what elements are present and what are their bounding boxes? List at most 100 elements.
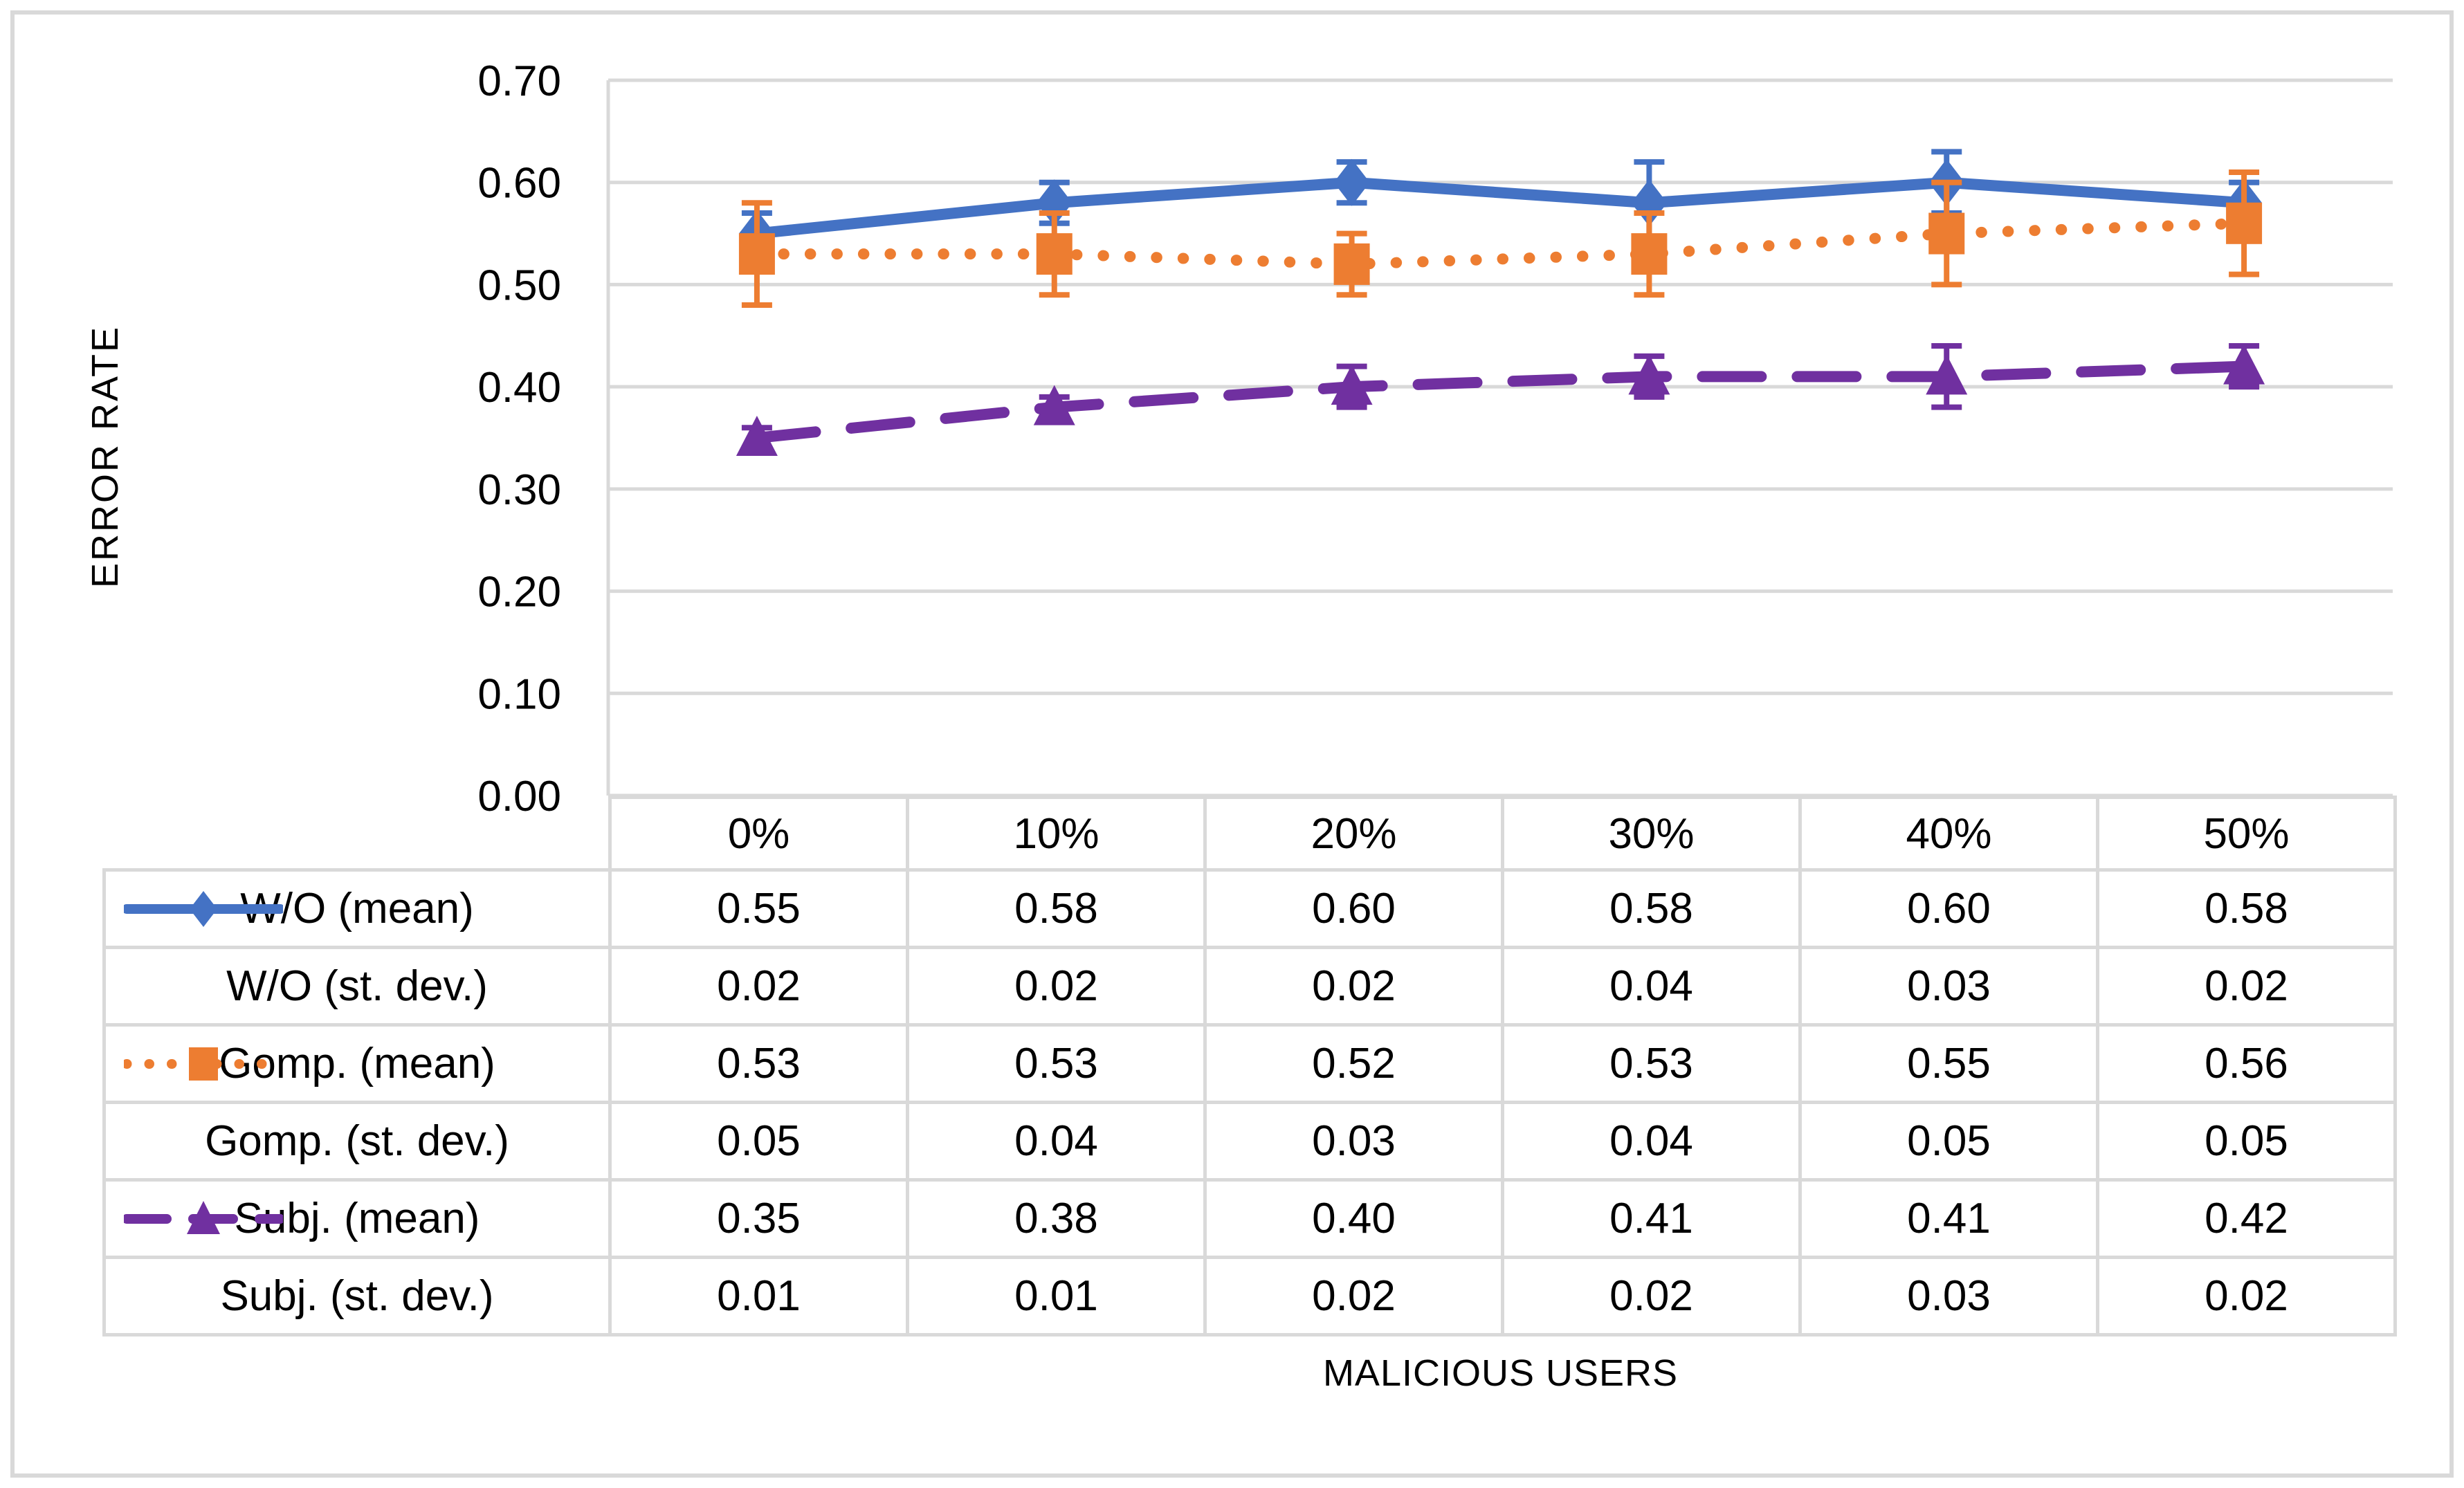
- table-cell: 0.56: [2096, 1023, 2397, 1104]
- table-cell: 0.05: [1798, 1101, 2099, 1182]
- table-cell: 0.41: [1501, 1178, 1802, 1259]
- table-cell: 0.58: [906, 868, 1207, 949]
- error-bars: [741, 149, 2260, 257]
- table-cell: 0.35: [608, 1178, 909, 1259]
- square-marker: [1036, 233, 1073, 275]
- triangle-marker: [2223, 344, 2265, 385]
- x-axis-title: MALICIOUS USERS: [1322, 1352, 1679, 1394]
- column-header: 10%: [906, 796, 1207, 872]
- error-bars: [741, 343, 2260, 451]
- square-marker: [2226, 202, 2263, 244]
- table-cell: 0.01: [906, 1256, 1207, 1337]
- triangle-marker: [1926, 354, 1968, 395]
- table-cell: 0.58: [1501, 868, 1802, 949]
- column-header: 30%: [1501, 796, 1802, 872]
- table-cell: 0.53: [1501, 1023, 1802, 1104]
- y-tick-label: 0.30: [477, 466, 561, 514]
- table-row: Subj. (st. dev.) 0.01 0.01 0.02 0.02 0.03 0.02: [102, 1256, 2397, 1337]
- column-header: 20%: [1203, 796, 1504, 872]
- table-cell: 0.04: [906, 1101, 1207, 1182]
- series-subj-mean-: [736, 343, 2265, 456]
- table-cell: 0.02: [608, 946, 909, 1027]
- row-label-text: Gomp. (st. dev.): [205, 1117, 509, 1165]
- table-row: W/O (mean) 0.55 0.58 0.60 0.58 0.60 0.58: [102, 868, 2397, 949]
- triangle-marker: [187, 1200, 220, 1234]
- series-line: [751, 217, 2250, 270]
- table-corner-spacer: [104, 798, 610, 870]
- row-label: Subj. (st. dev.): [102, 1256, 612, 1337]
- table-row: Gomp. (mean) 0.53 0.53 0.52 0.53 0.55 0.56: [102, 1023, 2397, 1104]
- row-label-text: Subj. (st. dev.): [220, 1272, 494, 1320]
- table-row: W/O (st. dev.) 0.02 0.02 0.02 0.04 0.03 0.02: [102, 946, 2397, 1027]
- triangle-marker: [1628, 354, 1670, 395]
- table-cell: 0.58: [2096, 868, 2397, 949]
- table-header-row: 0% 10% 20% 30% 40% 50%: [104, 796, 2397, 872]
- table-cell: 0.38: [906, 1178, 1207, 1259]
- table-cell: 0.60: [1798, 868, 2099, 949]
- table-cell: 0.02: [2096, 946, 2397, 1027]
- row-label-text: W/O (st. dev.): [226, 962, 488, 1010]
- table-cell: 0.03: [1798, 1256, 2099, 1337]
- table-cell: 0.04: [1501, 946, 1802, 1027]
- table-row: Gomp. (st. dev.) 0.05 0.04 0.03 0.04 0.05 0.05: [102, 1101, 2397, 1182]
- y-axis-title: ERROR RATE: [84, 324, 126, 589]
- row-label: W/O (st. dev.): [102, 946, 612, 1027]
- table-cell: 0.02: [906, 946, 1207, 1027]
- square-marker: [738, 233, 775, 275]
- table-cell: 0.02: [1203, 1256, 1504, 1337]
- column-header: 0%: [608, 796, 909, 872]
- table-cell: 0.02: [1203, 946, 1504, 1027]
- series-w-o-mean-: [738, 149, 2263, 257]
- table-cell: 0.42: [2096, 1178, 2397, 1259]
- table-cell: 0.52: [1203, 1023, 1504, 1104]
- row-label: Gomp. (mean): [102, 1023, 612, 1104]
- table-cell: 0.53: [608, 1023, 909, 1104]
- square-marker: [1928, 212, 1965, 255]
- table-cell: 0.53: [906, 1023, 1207, 1104]
- row-label: Subj. (mean): [102, 1178, 612, 1259]
- table-cell: 0.55: [1798, 1023, 2099, 1104]
- y-tick-label: 0.50: [477, 261, 561, 309]
- y-tick-label: 0.10: [477, 670, 561, 718]
- y-tick-label: 0.40: [477, 364, 561, 412]
- square-marker: [1631, 233, 1668, 275]
- series-line: [751, 360, 2250, 443]
- table-cell: 0.05: [2096, 1101, 2397, 1182]
- y-tick-labels: 0.00 0.10 0.20 0.30 0.40 0.50 0.60 0.70: [477, 57, 561, 820]
- row-label: Gomp. (st. dev.): [102, 1101, 612, 1182]
- legend-key-diamond-icon: [124, 890, 283, 927]
- column-header: 40%: [1798, 796, 2099, 872]
- triangle-marker: [1331, 365, 1373, 405]
- chart-data-table: 0% 10% 20% 30% 40% 50% W/O (mean) 0.55 0.58 0.60…: [102, 796, 2397, 1337]
- table-cell: 0.01: [608, 1256, 909, 1337]
- y-tick-label: 0.60: [477, 160, 561, 208]
- square-marker: [189, 1047, 218, 1081]
- triangle-marker: [736, 416, 778, 456]
- y-tick-label: 0.70: [477, 57, 561, 105]
- diamond-marker: [190, 890, 217, 927]
- series-gomp-mean-: [738, 169, 2263, 308]
- legend-key-triangle-icon: [124, 1200, 283, 1234]
- table-cell: 0.55: [608, 868, 909, 949]
- table-cell: 0.04: [1501, 1101, 1802, 1182]
- y-tick-label: 0.20: [477, 569, 561, 616]
- table-cell: 0.03: [1798, 946, 2099, 1027]
- diamond-marker: [1333, 158, 1370, 206]
- table-cell: 0.02: [1501, 1256, 1802, 1337]
- series-line: [751, 176, 2250, 239]
- square-marker: [1333, 243, 1370, 285]
- table-cell: 0.02: [2096, 1256, 2397, 1337]
- table-cell: 0.03: [1203, 1101, 1504, 1182]
- legend-key-square-icon: [124, 1047, 283, 1081]
- y-tick-label: 0.00: [477, 773, 561, 820]
- table-cell: 0.60: [1203, 868, 1504, 949]
- triangle-marker: [1033, 385, 1075, 425]
- gridlines: [608, 78, 2393, 798]
- column-header: 50%: [2096, 796, 2397, 872]
- table-row: Subj. (mean) 0.35 0.38 0.40 0.41 0.41 0.42: [102, 1178, 2397, 1259]
- row-label: W/O (mean): [102, 868, 612, 949]
- figure-border: [10, 10, 2454, 1478]
- table-cell: 0.40: [1203, 1178, 1504, 1259]
